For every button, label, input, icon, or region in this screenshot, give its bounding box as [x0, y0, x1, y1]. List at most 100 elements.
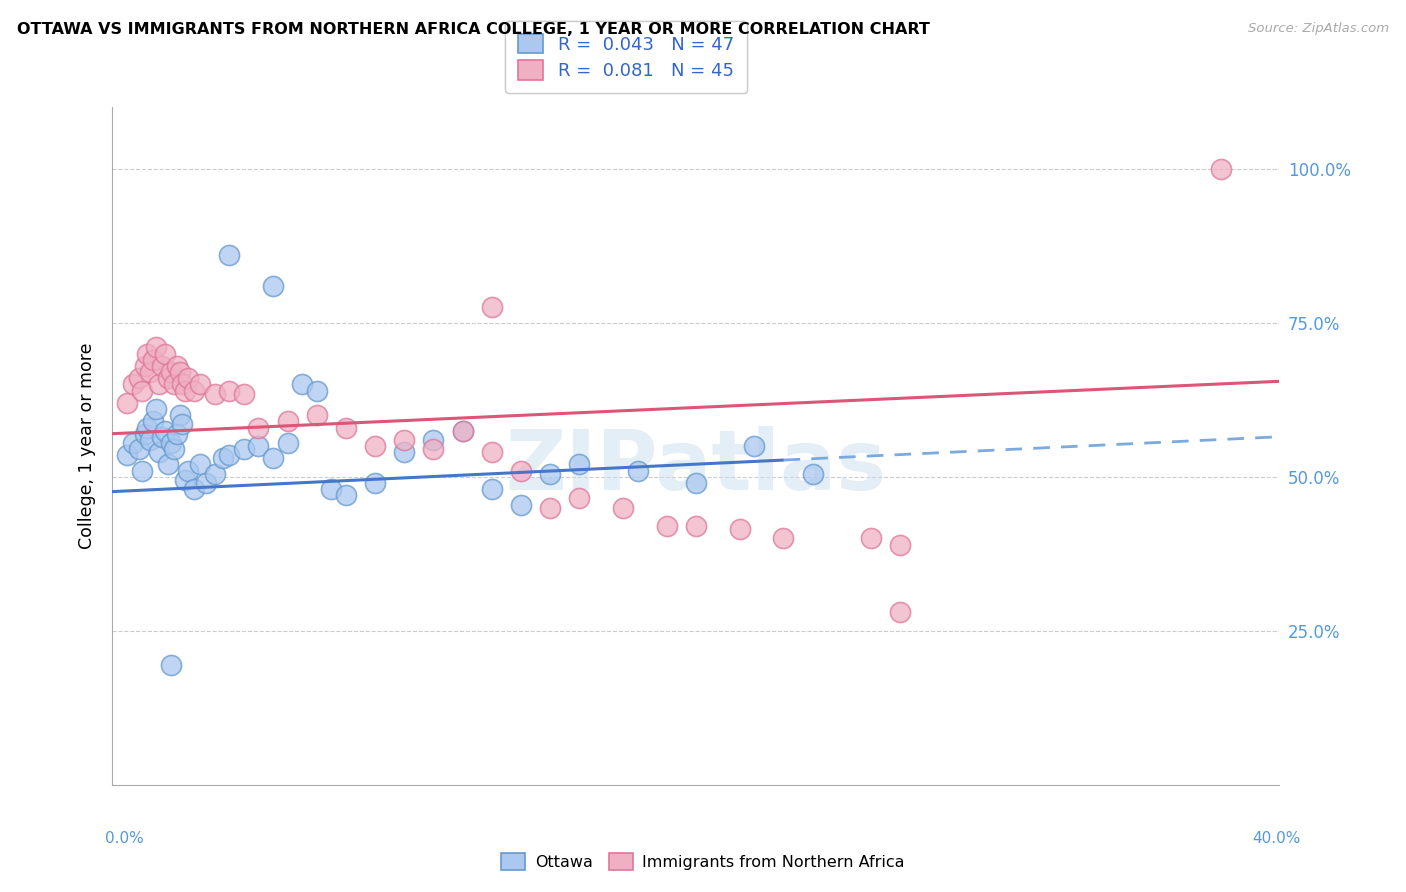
Point	[136, 346, 159, 360]
Point	[204, 386, 226, 401]
Point	[115, 396, 138, 410]
Point	[655, 519, 678, 533]
Point	[169, 408, 191, 422]
Text: Source: ZipAtlas.com: Source: ZipAtlas.com	[1249, 22, 1389, 36]
Point	[276, 414, 298, 428]
Point	[422, 442, 444, 456]
Point	[364, 439, 387, 453]
Point	[218, 448, 240, 462]
Point	[163, 442, 186, 456]
Point	[481, 482, 503, 496]
Point	[276, 436, 298, 450]
Point	[422, 433, 444, 447]
Point	[139, 433, 162, 447]
Point	[145, 402, 167, 417]
Point	[728, 522, 751, 536]
Point	[122, 436, 145, 450]
Point	[188, 458, 211, 472]
Point	[394, 445, 416, 459]
Point	[139, 365, 162, 379]
Legend: R =  0.043   N = 47, R =  0.081   N = 45: R = 0.043 N = 47, R = 0.081 N = 45	[505, 21, 747, 93]
Point	[335, 420, 357, 434]
Point	[153, 346, 176, 360]
Point	[145, 340, 167, 354]
Point	[160, 365, 183, 379]
Point	[148, 377, 170, 392]
Point	[218, 248, 240, 262]
Point	[150, 359, 173, 373]
Point	[183, 384, 205, 398]
Point	[136, 420, 159, 434]
Point	[1209, 161, 1232, 176]
Point	[451, 424, 474, 438]
Point	[150, 430, 173, 444]
Point	[568, 491, 591, 506]
Point	[509, 464, 531, 478]
Point	[174, 473, 197, 487]
Text: 40.0%: 40.0%	[1253, 831, 1301, 846]
Point	[156, 458, 179, 472]
Point	[568, 458, 591, 472]
Point	[394, 433, 416, 447]
Point	[177, 371, 200, 385]
Point	[204, 467, 226, 481]
Point	[685, 475, 707, 490]
Point	[538, 500, 561, 515]
Point	[163, 377, 186, 392]
Point	[860, 532, 883, 546]
Point	[889, 538, 911, 552]
Point	[509, 498, 531, 512]
Point	[142, 352, 165, 367]
Point	[172, 377, 194, 392]
Legend: Ottawa, Immigrants from Northern Africa: Ottawa, Immigrants from Northern Africa	[495, 847, 911, 877]
Point	[742, 439, 765, 453]
Point	[481, 301, 503, 315]
Point	[131, 464, 153, 478]
Point	[134, 359, 156, 373]
Point	[335, 488, 357, 502]
Point	[612, 500, 634, 515]
Point	[262, 278, 284, 293]
Text: OTTAWA VS IMMIGRANTS FROM NORTHERN AFRICA COLLEGE, 1 YEAR OR MORE CORRELATION CH: OTTAWA VS IMMIGRANTS FROM NORTHERN AFRIC…	[17, 22, 929, 37]
Point	[166, 426, 188, 441]
Point	[166, 359, 188, 373]
Point	[218, 384, 240, 398]
Point	[156, 371, 179, 385]
Point	[801, 467, 824, 481]
Point	[772, 532, 794, 546]
Point	[247, 420, 270, 434]
Point	[169, 365, 191, 379]
Point	[685, 519, 707, 533]
Point	[451, 424, 474, 438]
Point	[538, 467, 561, 481]
Point	[148, 445, 170, 459]
Point	[153, 424, 176, 438]
Point	[177, 464, 200, 478]
Point	[174, 384, 197, 398]
Point	[627, 464, 650, 478]
Point	[232, 386, 254, 401]
Point	[128, 442, 150, 456]
Point	[194, 475, 217, 490]
Point	[183, 482, 205, 496]
Point	[889, 606, 911, 620]
Point	[291, 377, 314, 392]
Point	[128, 371, 150, 385]
Point	[364, 475, 387, 490]
Y-axis label: College, 1 year or more: College, 1 year or more	[77, 343, 96, 549]
Point	[134, 426, 156, 441]
Point	[212, 451, 235, 466]
Point	[305, 384, 328, 398]
Point	[160, 436, 183, 450]
Point	[160, 657, 183, 672]
Point	[321, 482, 343, 496]
Point	[188, 377, 211, 392]
Point	[262, 451, 284, 466]
Point	[131, 384, 153, 398]
Point	[172, 417, 194, 432]
Point	[247, 439, 270, 453]
Point	[305, 408, 328, 422]
Point	[115, 448, 138, 462]
Point	[122, 377, 145, 392]
Point	[481, 445, 503, 459]
